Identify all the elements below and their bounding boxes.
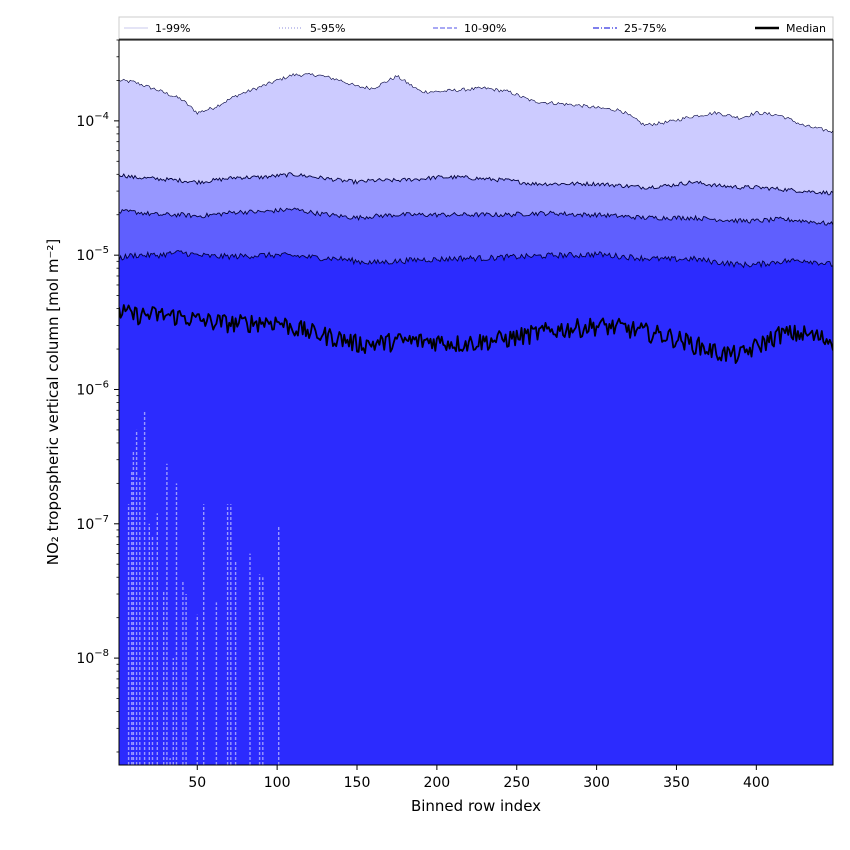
x-axis-label: Binned row index [411, 797, 541, 815]
band-10-90-upper-line [119, 207, 833, 226]
legend-label: 1-99% [155, 22, 190, 35]
median-line [119, 304, 833, 364]
x-tick-label: 400 [743, 775, 770, 791]
legend-label: Median [786, 22, 826, 35]
y-axis-label: NO₂ tropospheric vertical column [mol m⁻… [44, 239, 62, 565]
x-tick-label: 50 [188, 775, 206, 791]
x-tick-label: 200 [423, 775, 450, 791]
legend-item: Median [755, 22, 826, 35]
x-tick-label: 150 [344, 775, 371, 791]
band-25-75-upper-line [119, 250, 833, 269]
legend-label: 10-90% [464, 22, 506, 35]
legend-label: 5-95% [310, 22, 345, 35]
legend-label: 25-75% [624, 22, 666, 35]
y-tick-label: 10−4 [76, 111, 109, 130]
y-tick-label: 10−7 [76, 514, 109, 533]
y-tick-label: 10−5 [76, 245, 109, 264]
x-axis: 50 100 150 200 250 300 350 400 [188, 765, 770, 791]
legend-item: 25-75% [593, 22, 666, 35]
plot-area [119, 72, 833, 765]
y-axis: 10−8 10−7 10−6 10−5 10−4 [76, 39, 119, 753]
band-25-75-area [119, 250, 833, 765]
y-tick-label: 10−6 [76, 379, 109, 398]
x-tick-label: 300 [583, 775, 610, 791]
band-5-95-upper-line [119, 172, 833, 196]
legend-item: 10-90% [433, 22, 506, 35]
legend-item: 5-95% [279, 22, 345, 35]
x-tick-label: 100 [264, 775, 291, 791]
x-tick-label: 350 [663, 775, 690, 791]
y-tick-label: 10−8 [76, 648, 109, 667]
legend-item: 1-99% [124, 22, 190, 35]
legend: 1-99% 5-95% 10-90% 25-75% Median [118, 16, 834, 40]
x-tick-label: 250 [503, 775, 530, 791]
band-1-99-upper-line [119, 72, 833, 134]
